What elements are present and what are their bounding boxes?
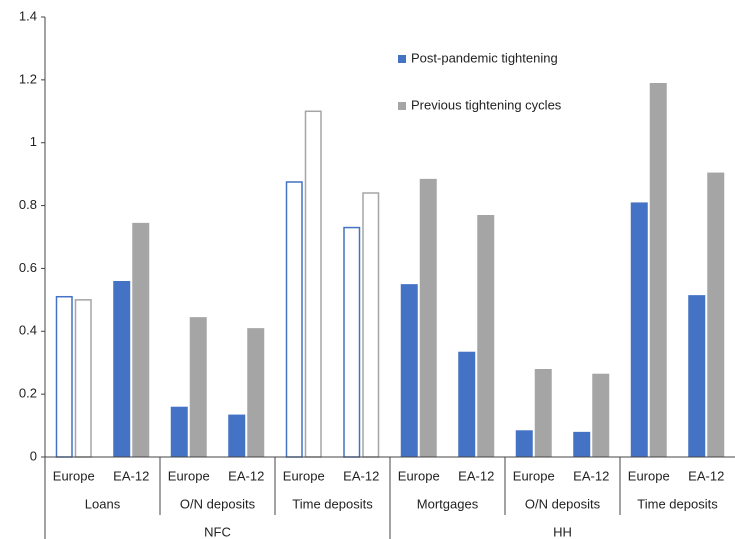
bar (247, 328, 265, 457)
subgroup-label: Time deposits (292, 496, 373, 511)
group-label: HH (553, 524, 572, 539)
bar (132, 222, 150, 457)
bar (74, 299, 92, 458)
bar (113, 281, 131, 457)
bar (304, 110, 322, 458)
subgroup-label: Time deposits (637, 496, 718, 511)
y-tick-label: 0.8 (19, 197, 37, 212)
y-tick-label: 1 (30, 134, 37, 149)
legend-label: Post-pandemic tightening (411, 50, 558, 65)
x-tick-label: Europe (168, 468, 210, 483)
x-tick-label: EA-12 (113, 468, 149, 483)
bar (362, 192, 380, 458)
bar (228, 414, 246, 457)
x-tick-label: Europe (628, 468, 670, 483)
bar (649, 83, 667, 457)
legend-label: Previous tightening cycles (411, 97, 562, 112)
bar (189, 317, 207, 457)
subgroup-label: O/N deposits (525, 496, 601, 511)
x-tick-label: Europe (513, 468, 555, 483)
group-label: NFC (204, 524, 231, 539)
legend-swatch (398, 102, 406, 110)
x-tick-label: Europe (283, 468, 325, 483)
x-tick-label: EA-12 (688, 468, 724, 483)
bar (630, 202, 648, 457)
bar (534, 369, 552, 457)
y-tick-label: 0.6 (19, 260, 37, 275)
bar (170, 406, 188, 457)
subgroup-label: Loans (85, 496, 121, 511)
bar (458, 351, 476, 457)
bar (592, 373, 610, 457)
legend-swatch (398, 55, 406, 63)
x-tick-label: EA-12 (458, 468, 494, 483)
bar (285, 181, 303, 458)
y-tick-label: 1.4 (19, 8, 37, 23)
y-tick-label: 0 (30, 448, 37, 463)
subgroup-label: O/N deposits (180, 496, 256, 511)
subgroup-label: Mortgages (417, 496, 479, 511)
bar (343, 226, 361, 458)
bar (477, 215, 495, 457)
x-tick-label: EA-12 (343, 468, 379, 483)
x-tick-label: EA-12 (228, 468, 264, 483)
bar (419, 178, 437, 457)
bar (400, 284, 418, 457)
x-tick-label: EA-12 (573, 468, 609, 483)
bar (573, 431, 591, 457)
bar (707, 172, 725, 458)
y-tick-label: 0.2 (19, 386, 37, 401)
bar (55, 295, 73, 458)
x-tick-label: Europe (398, 468, 440, 483)
bar (515, 430, 533, 457)
y-tick-label: 1.2 (19, 71, 37, 86)
bar (688, 295, 706, 457)
x-tick-label: Europe (53, 468, 95, 483)
y-tick-label: 0.4 (19, 323, 37, 338)
